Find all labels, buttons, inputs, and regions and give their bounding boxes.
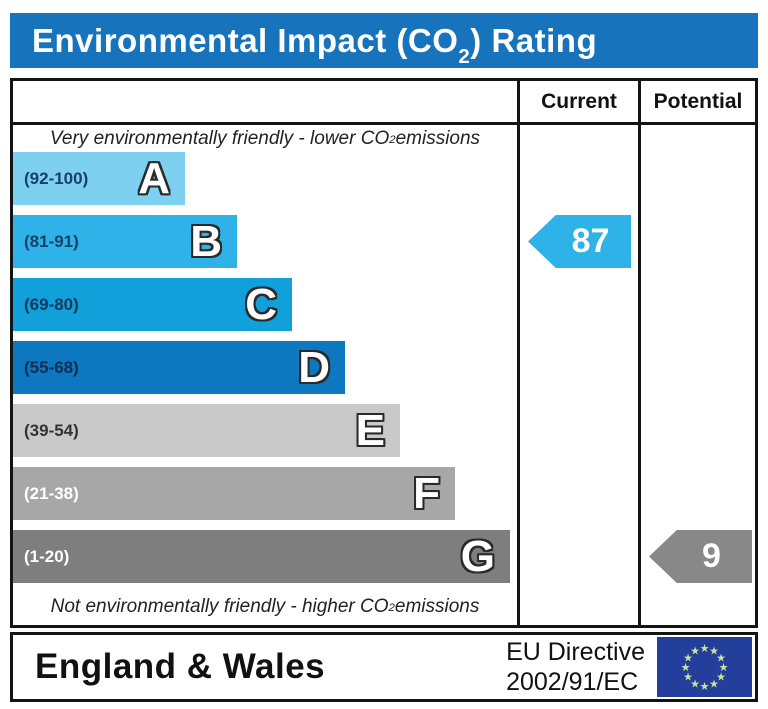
band-bar-d: (55-68) D <box>13 341 345 394</box>
band-range-label: (92-100) <box>24 168 89 188</box>
band-letter: A <box>138 153 170 203</box>
band-bar-g: (1-20) G <box>13 530 510 583</box>
band-row-c: (69-80) C <box>13 278 517 331</box>
chart-title: Environmental Impact (CO2) Rating <box>32 21 598 68</box>
eu-flag-star: ★ <box>690 645 700 658</box>
band-bar-b: (81-91) B <box>13 215 237 268</box>
potential-rating-value: 9 <box>702 537 721 575</box>
band-letter: F <box>413 468 440 518</box>
band-column: Very environmentally friendly - lower CO… <box>13 125 520 625</box>
band-letter: D <box>298 342 330 392</box>
band-row-g: (1-20) G <box>13 530 517 583</box>
footer-bar: England & Wales EU Directive 2002/91/EC ★… <box>10 632 758 702</box>
rating-table: Current Potential Very environmentally f… <box>10 78 758 628</box>
eu-flag-star: ★ <box>709 645 719 658</box>
eu-flag-star: ★ <box>716 671 726 684</box>
band-bar-c: (69-80) C <box>13 278 292 331</box>
band-letter: B <box>190 216 222 266</box>
band-row-e: (39-54) E <box>13 404 517 457</box>
header-current: Current <box>520 81 641 125</box>
band-row-a: (92-100) A <box>13 152 517 205</box>
band-range-label: (69-80) <box>24 294 79 314</box>
current-rating-arrow: 87 <box>528 215 631 268</box>
band-row-b: (81-91) B <box>13 215 517 268</box>
band-bar-a: (92-100) A <box>13 152 185 205</box>
eu-flag-star: ★ <box>700 642 710 655</box>
band-bar-e: (39-54) E <box>13 404 400 457</box>
note-top: Very environmentally friendly - lower CO… <box>49 127 481 149</box>
band-letter: E <box>355 405 385 455</box>
band-range-label: (81-91) <box>24 231 79 251</box>
eu-flag-icon: ★ ★★★★★★★★★★★ <box>657 637 752 697</box>
eu-flag-star: ★ <box>700 680 710 693</box>
band-range-label: (55-68) <box>24 357 79 377</box>
footer-directive-text: EU Directive 2002/91/EC <box>506 638 645 696</box>
band-letter: G <box>460 531 495 581</box>
header-spacer-cell <box>13 81 520 125</box>
band-bar-f: (21-38) F <box>13 467 455 520</box>
header-potential: Potential <box>641 81 755 125</box>
header-potential-label: Potential <box>653 89 743 113</box>
eu-flag-star: ★ <box>719 661 729 674</box>
band-range-label: (39-54) <box>24 420 79 440</box>
header-current-label: Current <box>541 89 617 113</box>
eu-flag-star: ★ <box>716 652 726 665</box>
band-range-label: (1-20) <box>24 546 70 566</box>
note-bottom: Not environmentally friendly - higher CO… <box>50 595 480 617</box>
chart-title-bar: Environmental Impact (CO2) Rating <box>10 13 758 68</box>
eu-flag-star: ★ <box>709 678 719 691</box>
eu-flag-star: ★ <box>683 652 693 665</box>
potential-rating-arrow: 9 <box>649 530 752 583</box>
band-range-label: (21-38) <box>24 483 79 503</box>
eu-flag-star: ★ <box>681 661 691 674</box>
eu-flag-star: ★ <box>683 671 693 684</box>
band-row-d: (55-68) D <box>13 341 517 394</box>
bands-container: (92-100) A (81-91) B (69-80) C (55-68) D (39-54)… <box>13 152 517 583</box>
footer-region-label: England & Wales <box>35 647 326 686</box>
eu-flag-star: ★ <box>690 678 700 691</box>
current-rating-value: 87 <box>571 222 610 260</box>
potential-column: 9 <box>641 125 755 625</box>
current-column: 87 <box>520 125 641 625</box>
band-letter: C <box>245 279 277 329</box>
band-row-f: (21-38) F <box>13 467 517 520</box>
